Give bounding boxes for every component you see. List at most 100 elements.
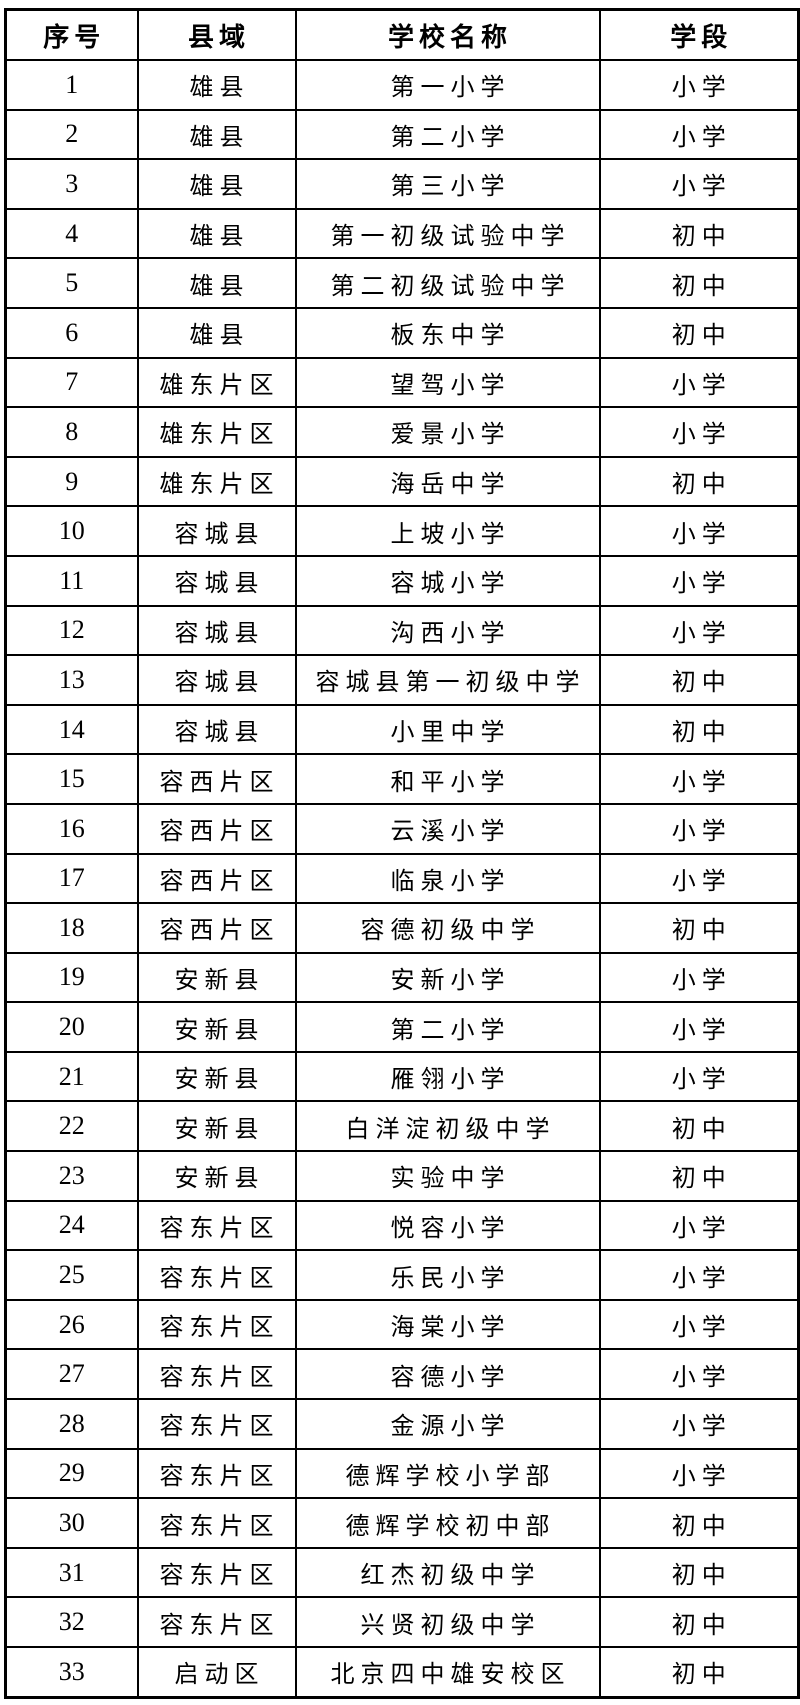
cell-county: 容城县 bbox=[136, 703, 297, 756]
cell-serial-number: 13 bbox=[4, 654, 139, 706]
cell-serial-number: 29 bbox=[4, 1447, 139, 1500]
cell-county: 容西片区 bbox=[136, 902, 297, 954]
cell-stage: 小学 bbox=[598, 604, 800, 657]
cell-school-name: 和平小学 bbox=[294, 753, 601, 805]
cell-county: 容西片区 bbox=[136, 852, 297, 905]
cell-serial-number: 30 bbox=[4, 1497, 139, 1549]
table-row: 26 容东片区 海棠小学 小学 bbox=[4, 1298, 800, 1351]
cell-stage: 小学 bbox=[598, 1050, 800, 1103]
cell-county: 容东片区 bbox=[136, 1298, 297, 1351]
table-row: 18 容西片区 容德初级中学 初中 bbox=[4, 902, 800, 954]
cell-county: 雄县 bbox=[136, 207, 297, 260]
cell-serial-number: 23 bbox=[4, 1150, 139, 1202]
cell-serial-number: 7 bbox=[4, 356, 139, 409]
table-row: 27 容东片区 容德小学 小学 bbox=[4, 1348, 800, 1401]
cell-stage: 初中 bbox=[598, 902, 800, 954]
cell-serial-number: 32 bbox=[4, 1596, 139, 1648]
cell-stage: 小学 bbox=[598, 1199, 800, 1252]
cell-school-name: 德辉学校初中部 bbox=[294, 1497, 601, 1549]
table-row: 15 容西片区 和平小学 小学 bbox=[4, 753, 800, 805]
cell-stage: 初中 bbox=[598, 654, 800, 706]
cell-serial-number: 17 bbox=[4, 852, 139, 905]
cell-county: 安新县 bbox=[136, 951, 297, 1004]
cell-school-name: 小里中学 bbox=[294, 703, 601, 756]
cell-serial-number: 22 bbox=[4, 1100, 139, 1153]
cell-school-name: 实验中学 bbox=[294, 1150, 601, 1202]
cell-school-name: 上坡小学 bbox=[294, 505, 601, 557]
table-row: 32 容东片区 兴贤初级中学 初中 bbox=[4, 1596, 800, 1648]
cell-stage: 小学 bbox=[598, 59, 800, 111]
table-row: 8 雄东片区 爱景小学 小学 bbox=[4, 406, 800, 458]
cell-serial-number: 15 bbox=[4, 753, 139, 805]
cell-school-name: 乐民小学 bbox=[294, 1249, 601, 1301]
table-row: 16 容西片区 云溪小学 小学 bbox=[4, 802, 800, 855]
cell-county: 容城县 bbox=[136, 654, 297, 706]
cell-serial-number: 1 bbox=[4, 59, 139, 111]
cell-school-name: 红杰初级中学 bbox=[294, 1546, 601, 1599]
cell-county: 雄县 bbox=[136, 306, 297, 359]
cell-school-name: 金源小学 bbox=[294, 1398, 601, 1450]
cell-county: 容东片区 bbox=[136, 1447, 297, 1500]
cell-stage: 小学 bbox=[598, 1001, 800, 1053]
table-row: 30 容东片区 德辉学校初中部 初中 bbox=[4, 1497, 800, 1549]
cell-county: 雄县 bbox=[136, 59, 297, 111]
cell-county: 容东片区 bbox=[136, 1596, 297, 1648]
cell-serial-number: 31 bbox=[4, 1546, 139, 1599]
cell-stage: 小学 bbox=[598, 505, 800, 557]
table-row: 22 安新县 白洋淀初级中学 初中 bbox=[4, 1100, 800, 1153]
cell-serial-number: 21 bbox=[4, 1050, 139, 1103]
cell-school-name: 白洋淀初级中学 bbox=[294, 1100, 601, 1153]
cell-stage: 初中 bbox=[598, 306, 800, 359]
cell-county: 容东片区 bbox=[136, 1398, 297, 1450]
cell-school-name: 容城小学 bbox=[294, 554, 601, 607]
cell-county: 雄东片区 bbox=[136, 406, 297, 458]
cell-serial-number: 24 bbox=[4, 1199, 139, 1252]
table-row: 17 容西片区 临泉小学 小学 bbox=[4, 852, 800, 905]
cell-county: 容城县 bbox=[136, 505, 297, 557]
cell-stage: 小学 bbox=[598, 356, 800, 409]
cell-county: 容东片区 bbox=[136, 1348, 297, 1401]
cell-stage: 初中 bbox=[598, 1546, 800, 1599]
cell-school-name: 容德小学 bbox=[294, 1348, 601, 1401]
cell-stage: 初中 bbox=[598, 1497, 800, 1549]
cell-school-name: 第一初级试验中学 bbox=[294, 207, 601, 260]
cell-serial-number: 33 bbox=[4, 1645, 139, 1699]
column-header-serial: 序号 bbox=[4, 8, 139, 61]
table-row: 14 容城县 小里中学 初中 bbox=[4, 703, 800, 756]
cell-serial-number: 27 bbox=[4, 1348, 139, 1401]
cell-stage: 小学 bbox=[598, 1447, 800, 1500]
cell-stage: 小学 bbox=[598, 406, 800, 458]
table-row: 23 安新县 实验中学 初中 bbox=[4, 1150, 800, 1202]
table-header-row: 序号 县域 学校名称 学段 bbox=[4, 8, 800, 61]
cell-serial-number: 26 bbox=[4, 1298, 139, 1351]
cell-stage: 小学 bbox=[598, 1249, 800, 1301]
cell-county: 安新县 bbox=[136, 1050, 297, 1103]
table-body: 1 雄县 第一小学 小学 2 雄县 第二小学 小学 3 雄县 第三小学 小学 4… bbox=[4, 59, 800, 1699]
table-row: 9 雄东片区 海岳中学 初中 bbox=[4, 455, 800, 508]
cell-school-name: 海棠小学 bbox=[294, 1298, 601, 1351]
column-header-stage: 学段 bbox=[598, 8, 800, 61]
cell-stage: 初中 bbox=[598, 455, 800, 508]
cell-stage: 小学 bbox=[598, 554, 800, 607]
cell-serial-number: 14 bbox=[4, 703, 139, 756]
table-row: 1 雄县 第一小学 小学 bbox=[4, 59, 800, 111]
cell-serial-number: 10 bbox=[4, 505, 139, 557]
table-row: 10 容城县 上坡小学 小学 bbox=[4, 505, 800, 557]
cell-serial-number: 2 bbox=[4, 108, 139, 161]
cell-county: 启动区 bbox=[136, 1645, 297, 1699]
cell-stage: 小学 bbox=[598, 108, 800, 161]
cell-school-name: 沟西小学 bbox=[294, 604, 601, 657]
cell-serial-number: 4 bbox=[4, 207, 139, 260]
cell-stage: 初中 bbox=[598, 207, 800, 260]
table-row: 21 安新县 雁翎小学 小学 bbox=[4, 1050, 800, 1103]
table-row: 2 雄县 第二小学 小学 bbox=[4, 108, 800, 161]
cell-school-name: 临泉小学 bbox=[294, 852, 601, 905]
school-list-table: 序号 县域 学校名称 学段 1 雄县 第一小学 小学 2 雄县 第二小学 小学 … bbox=[4, 8, 800, 1699]
cell-school-name: 第二小学 bbox=[294, 108, 601, 161]
cell-school-name: 第二小学 bbox=[294, 1001, 601, 1053]
cell-serial-number: 20 bbox=[4, 1001, 139, 1053]
cell-school-name: 第二初级试验中学 bbox=[294, 257, 601, 309]
cell-county: 容城县 bbox=[136, 554, 297, 607]
cell-school-name: 板东中学 bbox=[294, 306, 601, 359]
table-row: 13 容城县 容城县第一初级中学 初中 bbox=[4, 654, 800, 706]
